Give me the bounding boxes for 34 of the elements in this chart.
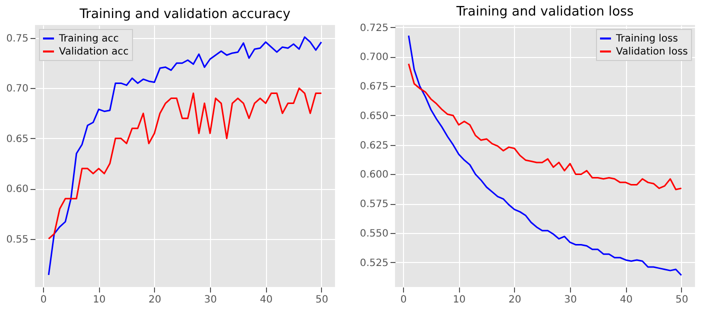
chart-title: Training and validation accuracy: [78, 7, 291, 22]
y-tick-label: 0.625: [360, 140, 388, 152]
x-tick-label: 50: [675, 294, 688, 306]
x-tick-label: 30: [564, 294, 577, 306]
legend-label: Training acc: [58, 34, 119, 44]
x-tick-label: 50: [315, 294, 328, 306]
x-tick-label: 40: [260, 294, 273, 306]
y-tick-label: 0.65: [6, 134, 28, 145]
y-tick-label: 0.525: [360, 258, 388, 269]
x-tick-label: 20: [148, 294, 162, 306]
y-tick-label: 0.60: [6, 184, 28, 196]
x-tick-label: 10: [452, 294, 466, 306]
y-tick-label: 0.675: [360, 82, 388, 93]
x-tick-label: 30: [204, 294, 217, 306]
legend-label: Validation acc: [59, 46, 129, 58]
chart-title: Training and validation loss: [455, 4, 634, 20]
line-series: [408, 63, 682, 190]
y-tick-label: 0.550: [360, 228, 388, 240]
x-tick-label: 20: [508, 294, 522, 306]
y-tick-label: 0.70: [6, 84, 28, 95]
legend-label: Validation loss: [616, 46, 688, 58]
line-series: [48, 87, 322, 240]
x-tick-label: 0: [400, 294, 407, 306]
y-tick-label: 0.575: [360, 199, 388, 210]
y-tick-label: 0.700: [360, 52, 388, 64]
y-tick-label: 0.75: [6, 34, 28, 45]
y-tick-label: 0.650: [360, 110, 388, 122]
legend-label: Training loss: [615, 34, 678, 44]
y-tick-label: 0.600: [360, 170, 388, 181]
x-tick-label: 0: [40, 294, 47, 306]
x-tick-label: 10: [92, 294, 106, 306]
y-tick-label: 0.725: [360, 22, 388, 34]
x-tick-label: 40: [620, 294, 633, 306]
y-tick-label: 0.55: [6, 234, 28, 246]
